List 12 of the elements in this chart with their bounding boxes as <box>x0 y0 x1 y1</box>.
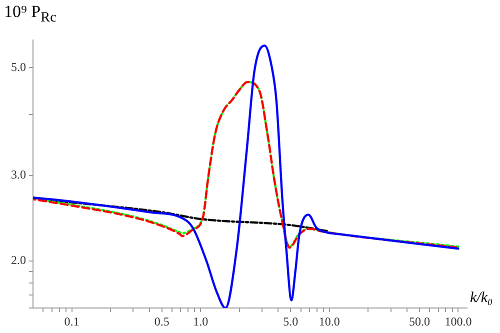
x-tick-label: 0.1 <box>64 314 80 328</box>
y-tick-label: 2.0 <box>11 253 26 268</box>
x-tick-label: 5.0 <box>283 314 298 328</box>
x-tick-label: 1.0 <box>193 314 208 328</box>
x-tick-label: 0.5 <box>154 314 170 328</box>
y-tick-label: 5.0 <box>11 60 26 74</box>
x-tick-label: 100.0 <box>444 314 472 328</box>
x-tick-label: 10.0 <box>318 314 340 328</box>
x-tick-label: 50.0 <box>408 314 430 328</box>
x-axis-title: k/k₀ <box>470 290 493 307</box>
y-tick-label: 3.0 <box>11 168 26 182</box>
y-axis-title: 10⁹ P$_{Rc}$ <box>4 2 56 26</box>
